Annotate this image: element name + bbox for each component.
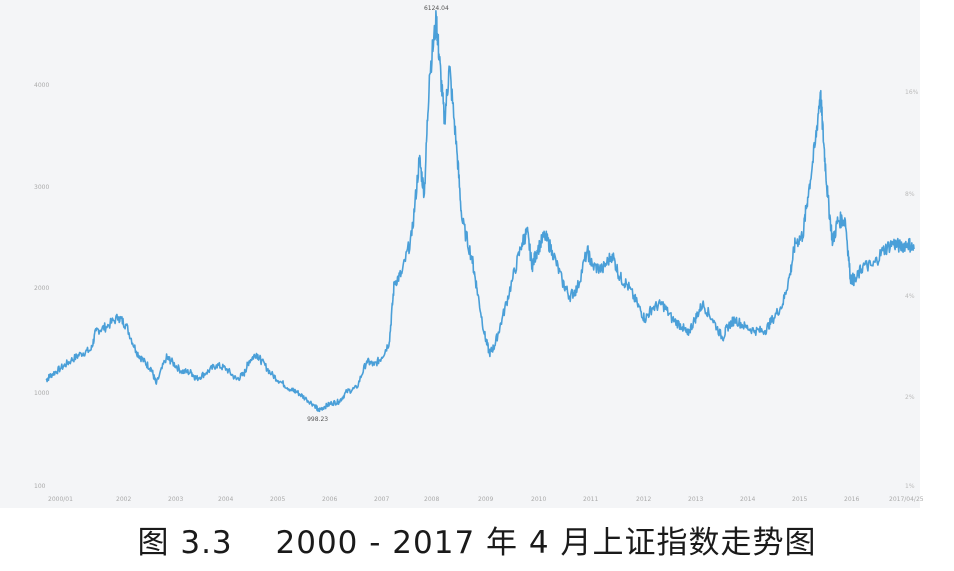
y-tick-label-right: 16% — [905, 89, 919, 96]
y-tick-label-left: 2000 — [34, 285, 49, 292]
x-tick-label: 2010 — [531, 496, 546, 503]
chart-area: 100 1000 2000 3000 4000 1% 2% 4% 8% 16% 2000/01 2… — [0, 0, 924, 508]
x-tick-label: 2014 — [740, 496, 755, 503]
annotation-label: 6124.04 — [424, 5, 449, 12]
y-tick-label-left: 1000 — [34, 390, 49, 397]
x-tick-label: 2011 — [583, 496, 598, 503]
y-tick-label-right: 2% — [905, 394, 915, 401]
x-tick-label: 2012 — [636, 496, 651, 503]
x-tick-label: 2013 — [688, 496, 703, 503]
x-tick-label: 2004 — [218, 496, 233, 503]
x-tick-label: 2009 — [478, 496, 493, 503]
x-tick-label: 2006 — [322, 496, 337, 503]
y-tick-label-left: 3000 — [34, 184, 49, 191]
x-tick-label: 2015 — [792, 496, 807, 503]
x-tick-label: 2005 — [270, 496, 285, 503]
x-tick-label: 2002 — [116, 496, 131, 503]
figure-caption: 图 3.3 2000 - 2017 年 4 月上证指数走势图 — [0, 514, 954, 564]
index-series-line — [45, 10, 915, 413]
y-tick-label-right: 1% — [905, 483, 915, 490]
annotation-label: 998.23 — [307, 416, 328, 423]
x-tick-label: 2016 — [844, 496, 859, 503]
y-tick-label-right: 4% — [905, 293, 915, 300]
x-tick-label: 2017/04/25 — [889, 496, 924, 503]
y-tick-label-right: 8% — [905, 191, 915, 198]
plot-background — [0, 0, 920, 508]
figure-caption-text: 图 3.3 2000 - 2017 年 4 月上证指数走势图 — [137, 524, 817, 561]
line-chart: 100 1000 2000 3000 4000 1% 2% 4% 8% 16% 2000/01 2… — [0, 0, 924, 508]
y-tick-label-left: 100 — [34, 483, 46, 490]
x-tick-label: 2000/01 — [48, 496, 73, 503]
x-tick-label: 2003 — [168, 496, 183, 503]
x-tick-label: 2007 — [374, 496, 389, 503]
y-tick-label-left: 4000 — [34, 82, 49, 89]
x-tick-label: 2008 — [424, 496, 439, 503]
